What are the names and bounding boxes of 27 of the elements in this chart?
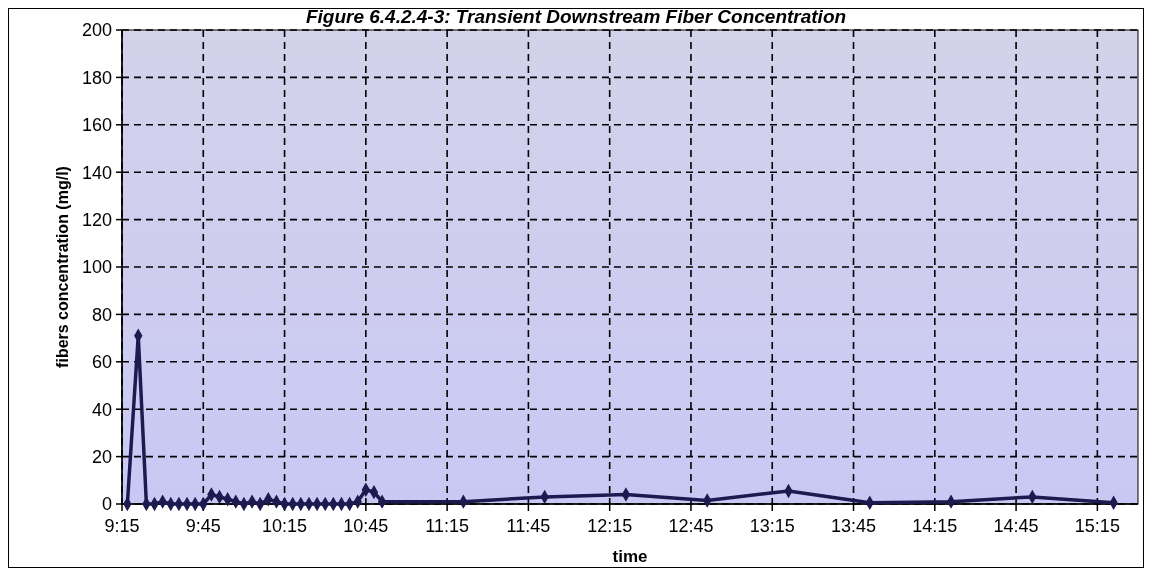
y-tick-label: 200 [81, 20, 112, 41]
x-axis-title: time [612, 547, 648, 566]
x-tick-label: 13:45 [831, 516, 877, 536]
y-tick-label: 80 [91, 304, 112, 325]
x-tick-label: 11:45 [506, 516, 551, 536]
y-tick-label: 160 [81, 115, 112, 136]
x-tick-label: 14:45 [993, 516, 1039, 536]
x-tick-label: 14:15 [912, 516, 958, 536]
x-tick-label: 13:15 [749, 516, 795, 536]
x-tick-label: 10:15 [262, 516, 308, 536]
y-tick-label: 120 [81, 209, 112, 230]
x-tick-label: 9:45 [185, 516, 221, 536]
x-tick-label: 9:15 [104, 516, 140, 536]
x-tick-label: 12:15 [587, 516, 633, 536]
y-axis-title: fibers concentration (mg/l) [54, 166, 71, 368]
x-tick-label: 12:45 [668, 516, 714, 536]
chart-title: Figure 6.4.2.4-3: Transient Downstream Fiber Concentration [305, 6, 847, 27]
y-tick-label: 60 [91, 352, 112, 373]
y-tick-label: 0 [101, 494, 112, 515]
x-tick-label: 15:15 [1074, 516, 1120, 536]
y-tick-label: 100 [81, 257, 112, 278]
x-tick-label: 11:15 [425, 516, 469, 536]
x-tick-label: 10:45 [343, 516, 389, 536]
y-tick-label: 40 [91, 399, 112, 420]
y-tick-label: 20 [91, 446, 112, 467]
y-tick-label: 180 [81, 67, 112, 88]
y-tick-label: 140 [81, 162, 112, 183]
